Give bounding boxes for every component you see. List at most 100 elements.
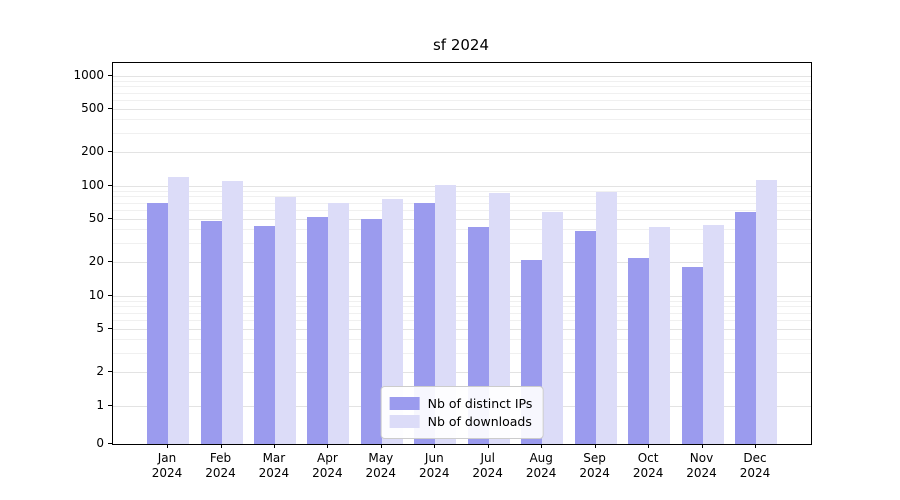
minor-gridline [113,202,811,204]
minor-gridline [113,243,811,244]
x-tick-label: Nov 2024 [686,451,717,480]
x-tick-mark [167,444,168,448]
y-tick-mark [108,184,112,186]
x-tick-label: Jul 2024 [472,451,503,480]
y-tick-label: 50 [88,210,104,225]
y-tick-label: 5 [96,320,104,335]
x-tick-label: Apr 2024 [312,451,343,480]
bar-distinct-ips [574,230,596,444]
legend-label: Nb of downloads [427,414,532,429]
minor-gridline [113,119,811,121]
y-tick-mark [108,107,112,109]
bar-distinct-ips [307,216,329,444]
minor-gridline [113,190,811,192]
major-gridline [113,328,811,330]
plot-area: Nb of distinct IPs Nb of downloads [112,62,812,445]
y-tick-mark [108,217,112,219]
major-gridline [113,185,811,187]
x-tick-mark [273,444,275,448]
y-tick-label: 1 [96,397,104,412]
y-tick-mark [108,371,112,373]
bar-downloads [542,212,564,444]
bar-distinct-ips [360,218,382,444]
x-tick-mark [594,444,596,448]
major-gridline [113,218,811,220]
y-tick-label: 500 [81,100,104,115]
minor-gridline [113,133,811,134]
x-tick-label: Jun 2024 [419,451,450,480]
y-tick-mark [108,404,112,406]
minor-gridline [113,229,811,231]
minor-gridline [113,353,811,354]
y-tick-mark [108,151,112,153]
bar-downloads [595,191,617,444]
x-tick-mark [648,444,650,448]
x-tick-mark [487,444,489,448]
y-tick-label: 1000 [73,67,104,82]
major-gridline [113,295,811,297]
bar-distinct-ips [200,220,222,444]
x-tick-label: Aug 2024 [525,451,557,480]
x-tick-mark [541,444,543,448]
minor-gridline [113,86,811,88]
x-tick-mark [220,444,222,448]
bar-distinct-ips [414,202,436,444]
bar-distinct-ips [628,257,650,444]
bar-distinct-ips [253,225,275,444]
major-gridline [113,262,811,264]
x-tick-label: Jan 2024 [151,451,183,480]
y-tick-mark [108,74,112,76]
y-tick-label: 0 [96,436,104,450]
bar-downloads [328,202,350,444]
minor-gridline [113,80,811,82]
bar-downloads [381,199,403,444]
minor-gridline [113,339,811,341]
chart-title: sf 2024 [432,36,490,54]
major-gridline [113,372,811,374]
y-tick-label: 200 [81,144,104,159]
minor-gridline [113,99,811,101]
x-tick-label: Sep 2024 [579,451,610,480]
minor-gridline [113,196,811,198]
minor-gridline [113,312,811,314]
y-tick-mark [108,327,112,329]
bar-downloads [274,197,296,444]
bar-downloads [221,181,243,444]
bar-distinct-ips [147,202,168,444]
x-tick-mark [327,444,329,448]
x-tick-label: May 2024 [365,451,397,480]
bar-downloads [702,224,724,444]
x-tick-mark [380,444,382,448]
y-tick-mark [108,443,112,444]
legend-item: Nb of distinct IPs [389,396,533,411]
major-gridline [113,152,811,154]
y-tick-label: 2 [96,364,104,379]
legend-item: Nb of downloads [389,414,533,429]
legend-label: Nb of distinct IPs [427,396,533,411]
legend-swatch [389,415,420,428]
x-tick-label: Oct 2024 [632,451,664,480]
y-tick-label: 100 [81,177,104,192]
minor-gridline [113,209,811,211]
major-gridline [113,75,811,77]
y-tick-mark [108,261,112,263]
y-tick-label: 10 [88,287,104,302]
minor-gridline [113,92,811,94]
bar-distinct-ips [735,211,756,444]
major-gridline [113,108,811,110]
bar-downloads [435,184,457,444]
x-tick-label: Mar 2024 [258,451,290,480]
y-tick-label: 20 [88,254,104,269]
bar-distinct-ips [681,267,703,444]
bar-downloads [756,180,777,444]
legend-swatch [389,397,420,410]
bar-downloads [488,193,510,444]
minor-gridline [113,306,811,308]
minor-gridline [113,300,811,302]
minor-gridline [113,319,811,321]
x-tick-mark [701,444,703,448]
y-tick-mark [108,294,112,296]
x-tick-label: Feb 2024 [205,451,236,480]
x-tick-mark [755,444,756,448]
